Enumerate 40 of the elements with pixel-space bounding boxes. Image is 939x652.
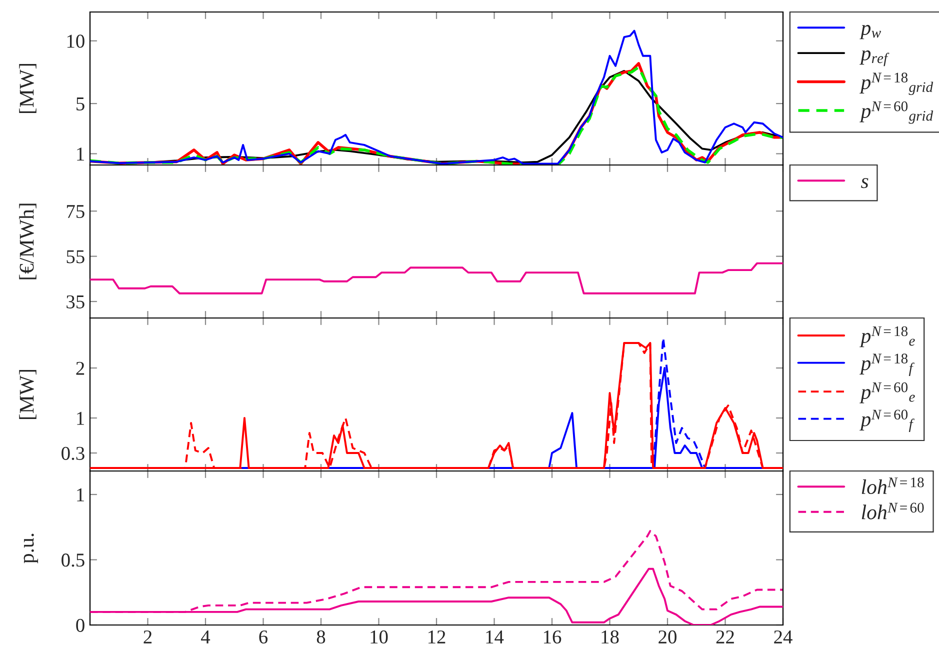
legend-label: p$^{N=18}$$_{grid}$: [860, 72, 934, 95]
y-tick-label: 5: [76, 98, 84, 110]
legend-label: p$_{ref}$: [860, 50, 890, 66]
y-axis-title: [MW]: [19, 370, 36, 419]
y-tick-label: 0: [76, 618, 84, 632]
x-tick-label: 8: [316, 630, 326, 644]
x-tick-label: 20: [658, 630, 676, 644]
y-tick-label: 2: [76, 362, 84, 375]
legend-label: s: [861, 178, 868, 188]
y-tick-label: 55: [66, 250, 84, 264]
legend-label: loh$^{N=60}$: [862, 502, 924, 520]
legend-label: p$_{w}$: [860, 24, 881, 40]
x-tick-label: 10: [370, 630, 388, 644]
y-tick-label: 35: [66, 295, 84, 308]
x-tick-label: 12: [428, 630, 446, 644]
legend-label: loh$^{N=18}$: [862, 477, 924, 494]
legend-label: p$^{N=18}$$_{e}$: [860, 326, 915, 348]
legend-label: p$^{N=60}$$_{e}$: [860, 382, 915, 404]
y-tick-label: 1: [77, 412, 84, 425]
line-series: [90, 262, 783, 294]
legend-label: p$^{N=60}$$_{grid}$: [860, 101, 934, 124]
y-axis-title: [MW]: [19, 64, 36, 113]
y-tick-label: 1: [77, 148, 84, 160]
y-tick-label: 0.5: [62, 554, 84, 567]
x-tick-label: 18: [602, 630, 619, 644]
x-tick-label: 16: [544, 630, 562, 644]
x-tick-label: 4: [201, 630, 210, 644]
x-tick-label: 14: [486, 630, 504, 644]
y-tick-label: 10: [67, 34, 84, 48]
legend-label: p$^{N=18}$$_{f}$: [860, 354, 914, 376]
y-axis-title: p.u.: [24, 534, 38, 564]
y-axis-title: [€/MWh]: [19, 204, 36, 280]
legend-label: p$^{N=60}$$_{f}$: [860, 410, 914, 432]
x-tick-label: 22: [716, 630, 734, 644]
x-tick-label: 6: [259, 630, 268, 644]
y-tick-label: 1: [77, 488, 84, 502]
y-tick-label: 0.3: [62, 446, 84, 460]
x-tick-label: 24: [774, 630, 792, 644]
x-tick-label: 2: [144, 630, 152, 644]
y-tick-label: 75: [66, 205, 84, 218]
